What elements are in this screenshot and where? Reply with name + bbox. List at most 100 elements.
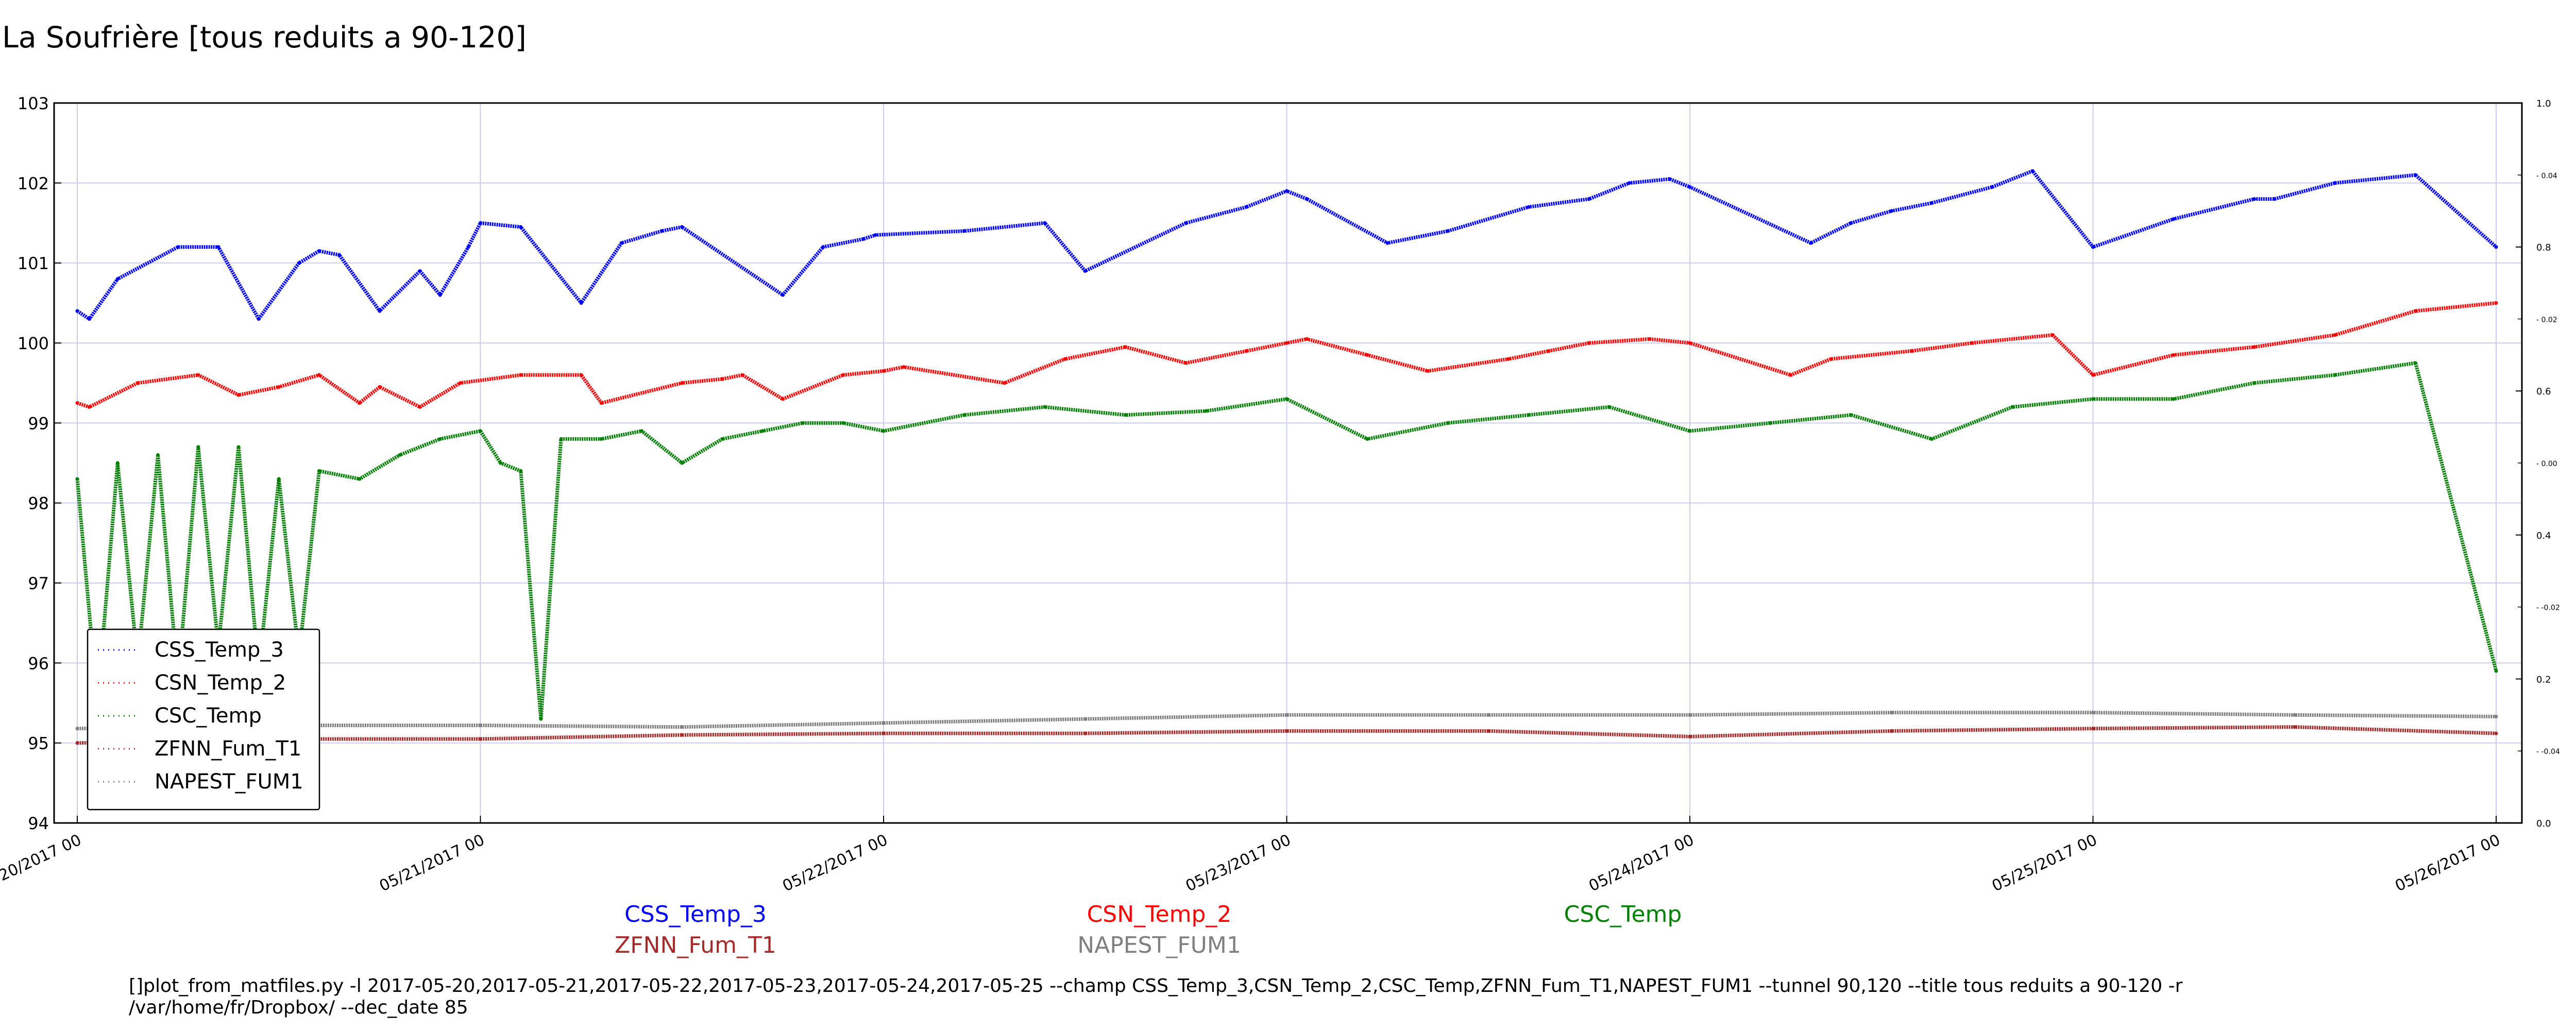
data-point	[1930, 201, 1934, 205]
y-tick-label: 97	[28, 574, 49, 593]
data-point	[115, 277, 120, 281]
data-point	[519, 469, 523, 473]
data-point	[87, 317, 91, 321]
data-point	[378, 385, 382, 389]
data-point	[277, 385, 281, 389]
series-line	[76, 169, 2498, 321]
data-point	[1849, 221, 1853, 225]
y-tick-label: 94	[28, 814, 49, 833]
data-point	[821, 245, 825, 249]
data-point	[358, 401, 362, 405]
data-point	[1244, 205, 1248, 209]
data-point	[1688, 185, 1692, 189]
data-point	[2172, 353, 2176, 357]
data-point	[619, 241, 623, 245]
data-point	[1688, 713, 1692, 717]
bottom-legend-zfnn-fum-t1: ZFNN_Fum_T1	[615, 932, 776, 958]
data-point	[499, 461, 503, 465]
data-point	[841, 373, 845, 377]
data-point	[1648, 337, 1652, 341]
data-point	[2494, 731, 2498, 735]
data-point	[660, 229, 664, 233]
data-point	[1285, 729, 1289, 733]
data-point	[680, 461, 684, 465]
data-point	[1688, 734, 1692, 739]
data-point	[519, 373, 523, 377]
x-tick-label: 05/23/2017 00	[1183, 831, 1294, 896]
data-point	[398, 453, 402, 457]
bottom-legend-napest-fum1: NAPEST_FUM1	[1077, 932, 1241, 958]
series-csn-temp-2	[75, 301, 2498, 409]
data-point	[882, 429, 886, 433]
data-point	[1184, 221, 1188, 225]
data-point	[1889, 711, 1893, 715]
data-point	[680, 733, 684, 737]
data-point	[479, 723, 482, 727]
data-point	[902, 365, 906, 369]
data-point	[2293, 713, 2297, 717]
data-point	[1083, 269, 1087, 273]
data-point	[1003, 381, 1007, 385]
y-tick-label: 103	[18, 94, 49, 113]
data-point	[479, 221, 482, 225]
data-point	[2414, 361, 2417, 365]
data-point	[75, 741, 79, 745]
y-tick-label: 96	[28, 654, 49, 673]
data-point	[466, 245, 470, 249]
data-point	[2252, 381, 2256, 385]
series-css-temp-3	[75, 169, 2498, 321]
data-point	[760, 429, 765, 433]
y-tick-label: 99	[28, 414, 49, 433]
data-point	[2010, 405, 2014, 409]
right-axis-1-tick-label: 1.0	[2536, 98, 2551, 109]
data-point	[1547, 349, 1551, 353]
data-point	[559, 437, 563, 441]
data-point	[680, 381, 684, 385]
data-point	[479, 429, 482, 433]
data-point	[861, 237, 866, 241]
command-line-text: []plot_from_matfiles.py -l 2017-05-20,20…	[129, 975, 2183, 1018]
data-point	[1365, 353, 1369, 357]
data-point	[196, 373, 200, 377]
data-point	[438, 437, 442, 441]
data-point	[1587, 341, 1591, 345]
data-point	[75, 401, 79, 405]
right-axis-1-tick-label: 0.2	[2536, 674, 2551, 685]
data-point	[1587, 197, 1591, 201]
data-point	[2494, 669, 2498, 673]
data-point	[1486, 729, 1490, 733]
data-point	[87, 405, 91, 409]
data-point	[599, 437, 603, 441]
data-point	[317, 373, 321, 377]
data-point	[2494, 301, 2498, 305]
data-point	[1829, 357, 1833, 361]
data-point	[539, 717, 543, 721]
data-point	[1184, 361, 1188, 365]
data-point	[1628, 181, 1632, 185]
right-axis-2-tick-label: - 0.04	[2536, 172, 2557, 180]
right-axis-1-tick-label: 0.4	[2536, 530, 2551, 541]
series-layer	[75, 169, 2498, 745]
data-point	[277, 477, 281, 481]
legend-label: CSS_Temp_3	[155, 638, 284, 662]
data-point	[2333, 333, 2337, 337]
data-point	[1970, 341, 1974, 345]
y-tick-label: 102	[18, 174, 49, 193]
data-point	[1809, 241, 1813, 245]
data-point	[2091, 727, 2095, 731]
data-point	[1285, 341, 1289, 345]
data-point	[2252, 345, 2256, 349]
data-point	[236, 445, 241, 449]
data-point	[317, 249, 321, 253]
data-point	[1305, 197, 1309, 201]
data-point	[882, 731, 886, 735]
axes-layer: 94 95 96 97 98 99 100 101 102 103 05/20/2017 00 05/…	[0, 94, 2560, 895]
data-point	[962, 413, 966, 417]
data-point	[1124, 345, 1127, 349]
data-point	[2030, 169, 2035, 173]
data-point	[458, 381, 462, 385]
data-point	[196, 445, 200, 449]
data-point	[1889, 729, 1893, 733]
data-point	[1486, 713, 1490, 717]
legend-label: NAPEST_FUM1	[155, 770, 303, 794]
